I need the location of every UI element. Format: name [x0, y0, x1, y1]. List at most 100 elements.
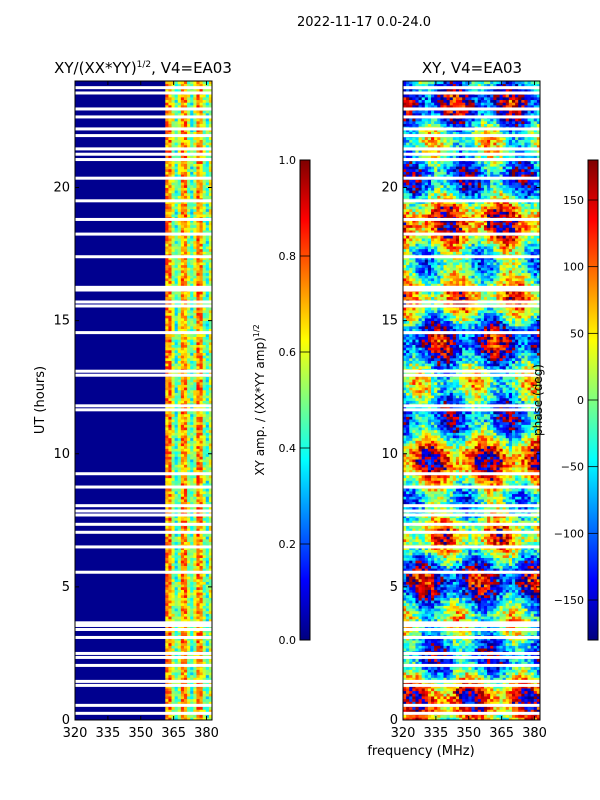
amp-cell [205, 594, 210, 598]
amp-cell [168, 243, 172, 247]
amp-cell [193, 658, 197, 662]
amp-cell [202, 552, 207, 556]
amp-cell [196, 139, 200, 143]
amp-cell [187, 701, 191, 705]
amp-cell [196, 291, 200, 295]
amp-cell [199, 384, 204, 388]
phase-cell [409, 637, 413, 641]
amp-cell [183, 168, 188, 172]
amp-cell [180, 320, 185, 324]
phase-cell [468, 674, 472, 678]
amp-cell [168, 405, 172, 409]
amp-cell [199, 483, 204, 487]
phase-cell [403, 696, 407, 700]
phase-cell [403, 661, 407, 665]
phase-cell [518, 669, 522, 673]
amp-cell [171, 469, 176, 473]
phase-cell [493, 688, 497, 692]
amp-cell [205, 666, 210, 670]
phase-cell [471, 674, 476, 678]
amp-cell [202, 672, 207, 676]
amp-cell [168, 499, 172, 503]
phase-cell [415, 714, 419, 718]
amp-cell [199, 112, 204, 117]
amp-cell [205, 584, 210, 588]
amp-cell [165, 224, 169, 228]
phase-cell [446, 661, 451, 665]
amp-cell [177, 203, 182, 207]
phase-cell [468, 696, 472, 700]
amp-cell [177, 525, 182, 529]
phase-cell [468, 706, 472, 710]
amp-cell [177, 413, 182, 417]
phase-cell [499, 661, 504, 665]
amp-cell [187, 440, 191, 444]
amp-cell [187, 528, 191, 532]
amp-cell [190, 616, 194, 620]
amp-cell [174, 320, 179, 324]
phase-cell [415, 717, 419, 721]
amp-cell [177, 123, 182, 127]
amp-cell [187, 94, 191, 98]
amp-cell [202, 280, 207, 284]
amp-cell [180, 584, 185, 588]
amp-cell [199, 552, 204, 556]
amp-cell [183, 690, 188, 694]
amp-cell [187, 536, 191, 540]
amp-cell [174, 251, 179, 255]
amp-cell [196, 283, 200, 287]
phase-cell [480, 645, 485, 649]
amp-cell [202, 296, 207, 300]
amp-cell [174, 685, 179, 689]
amp-cell [187, 275, 191, 279]
amp-cell [190, 562, 194, 566]
amp-cell [177, 224, 182, 228]
amp-cell [171, 171, 176, 175]
amp-cell [177, 696, 182, 700]
amp-cell [202, 696, 207, 700]
amp-cell [177, 150, 182, 154]
amp-cell [165, 528, 169, 532]
amp-cell [187, 501, 191, 505]
phase-cell [508, 642, 513, 646]
amp-cell [168, 557, 172, 561]
phase-cell [424, 690, 429, 694]
phase-cell [440, 669, 444, 673]
amp-cell [174, 453, 179, 457]
phase-cell [403, 666, 407, 670]
amp-cell [190, 419, 194, 423]
amp-cell [183, 507, 188, 511]
amp-cell [174, 270, 179, 274]
amp-cell [205, 389, 210, 393]
amp-cell [187, 309, 191, 314]
amp-cell [190, 610, 194, 614]
phase-cell [421, 674, 426, 678]
amp-cell [180, 363, 185, 367]
amp-cell [168, 536, 172, 540]
amp-cell [168, 613, 172, 617]
amp-cell [171, 211, 176, 215]
phase-cell [403, 709, 407, 713]
phase-cell [455, 706, 460, 710]
amp-cell [180, 448, 185, 452]
phase-cell [499, 690, 504, 694]
amp-cell [183, 549, 188, 553]
amp-cell [168, 669, 172, 673]
phase-cell [527, 661, 532, 665]
amp-cell [196, 317, 200, 322]
amp-cell [199, 690, 204, 694]
amp-cell [190, 648, 194, 652]
amp-cell [202, 618, 207, 622]
amp-cell [187, 184, 191, 188]
amp-cell [183, 291, 188, 295]
amp-cell [196, 272, 200, 276]
amp-cell [205, 554, 210, 558]
amp-cell [174, 301, 179, 306]
amp-cell [205, 179, 210, 183]
amp-cell [171, 640, 176, 644]
amp-cell [177, 610, 182, 614]
amp-cell [171, 291, 176, 295]
phase-cell [412, 693, 416, 697]
amp-cell [171, 206, 176, 210]
phase-cell [515, 648, 519, 652]
